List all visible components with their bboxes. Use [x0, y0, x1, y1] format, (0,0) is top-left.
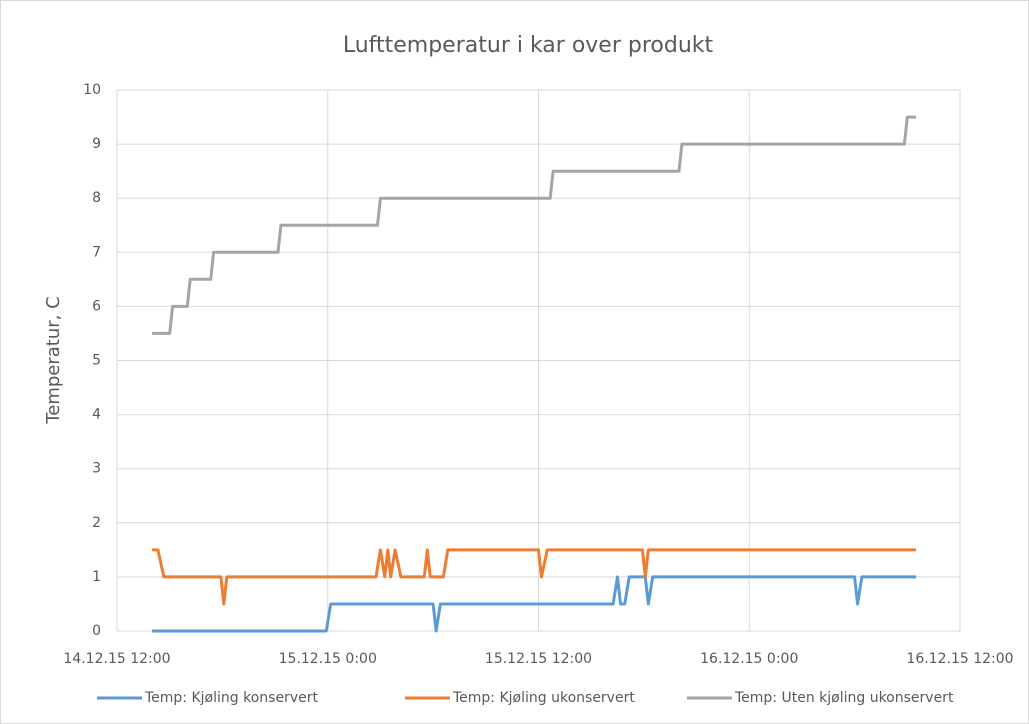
- y-tick-label: 3: [92, 461, 101, 477]
- y-tick-label: 1: [92, 569, 101, 585]
- y-tick-label: 9: [92, 136, 101, 152]
- series-line: [152, 575, 917, 633]
- chart-title: Lufttemperatur i kar over produkt: [343, 33, 714, 58]
- x-tick-label: 16.12.15 12:00: [906, 651, 1013, 667]
- y-axis-label: Temperatur, C: [43, 296, 64, 424]
- y-tick-label: 5: [92, 353, 101, 369]
- y-tick-label: 6: [92, 298, 101, 314]
- x-tick-label: 15.12.15 0:00: [279, 651, 377, 667]
- x-tick-label: 16.12.15 0:00: [700, 651, 798, 667]
- series-line: [152, 115, 917, 335]
- x-tick-label: 14.12.15 12:00: [63, 651, 170, 667]
- y-tick-label: 7: [92, 244, 101, 260]
- x-tick-label: 15.12.15 12:00: [485, 651, 592, 667]
- series-line: [152, 548, 917, 606]
- legend-label: Temp: Uten kjøling ukonservert: [734, 690, 954, 706]
- legend-label: Temp: Kjøling ukonservert: [452, 690, 635, 706]
- y-tick-label: 10: [83, 82, 101, 98]
- y-tick-label: 8: [92, 190, 101, 206]
- legend-label: Temp: Kjøling konservert: [144, 690, 318, 706]
- y-tick-label: 4: [92, 407, 101, 423]
- y-tick-label: 0: [92, 623, 101, 639]
- y-tick-label: 2: [92, 515, 101, 531]
